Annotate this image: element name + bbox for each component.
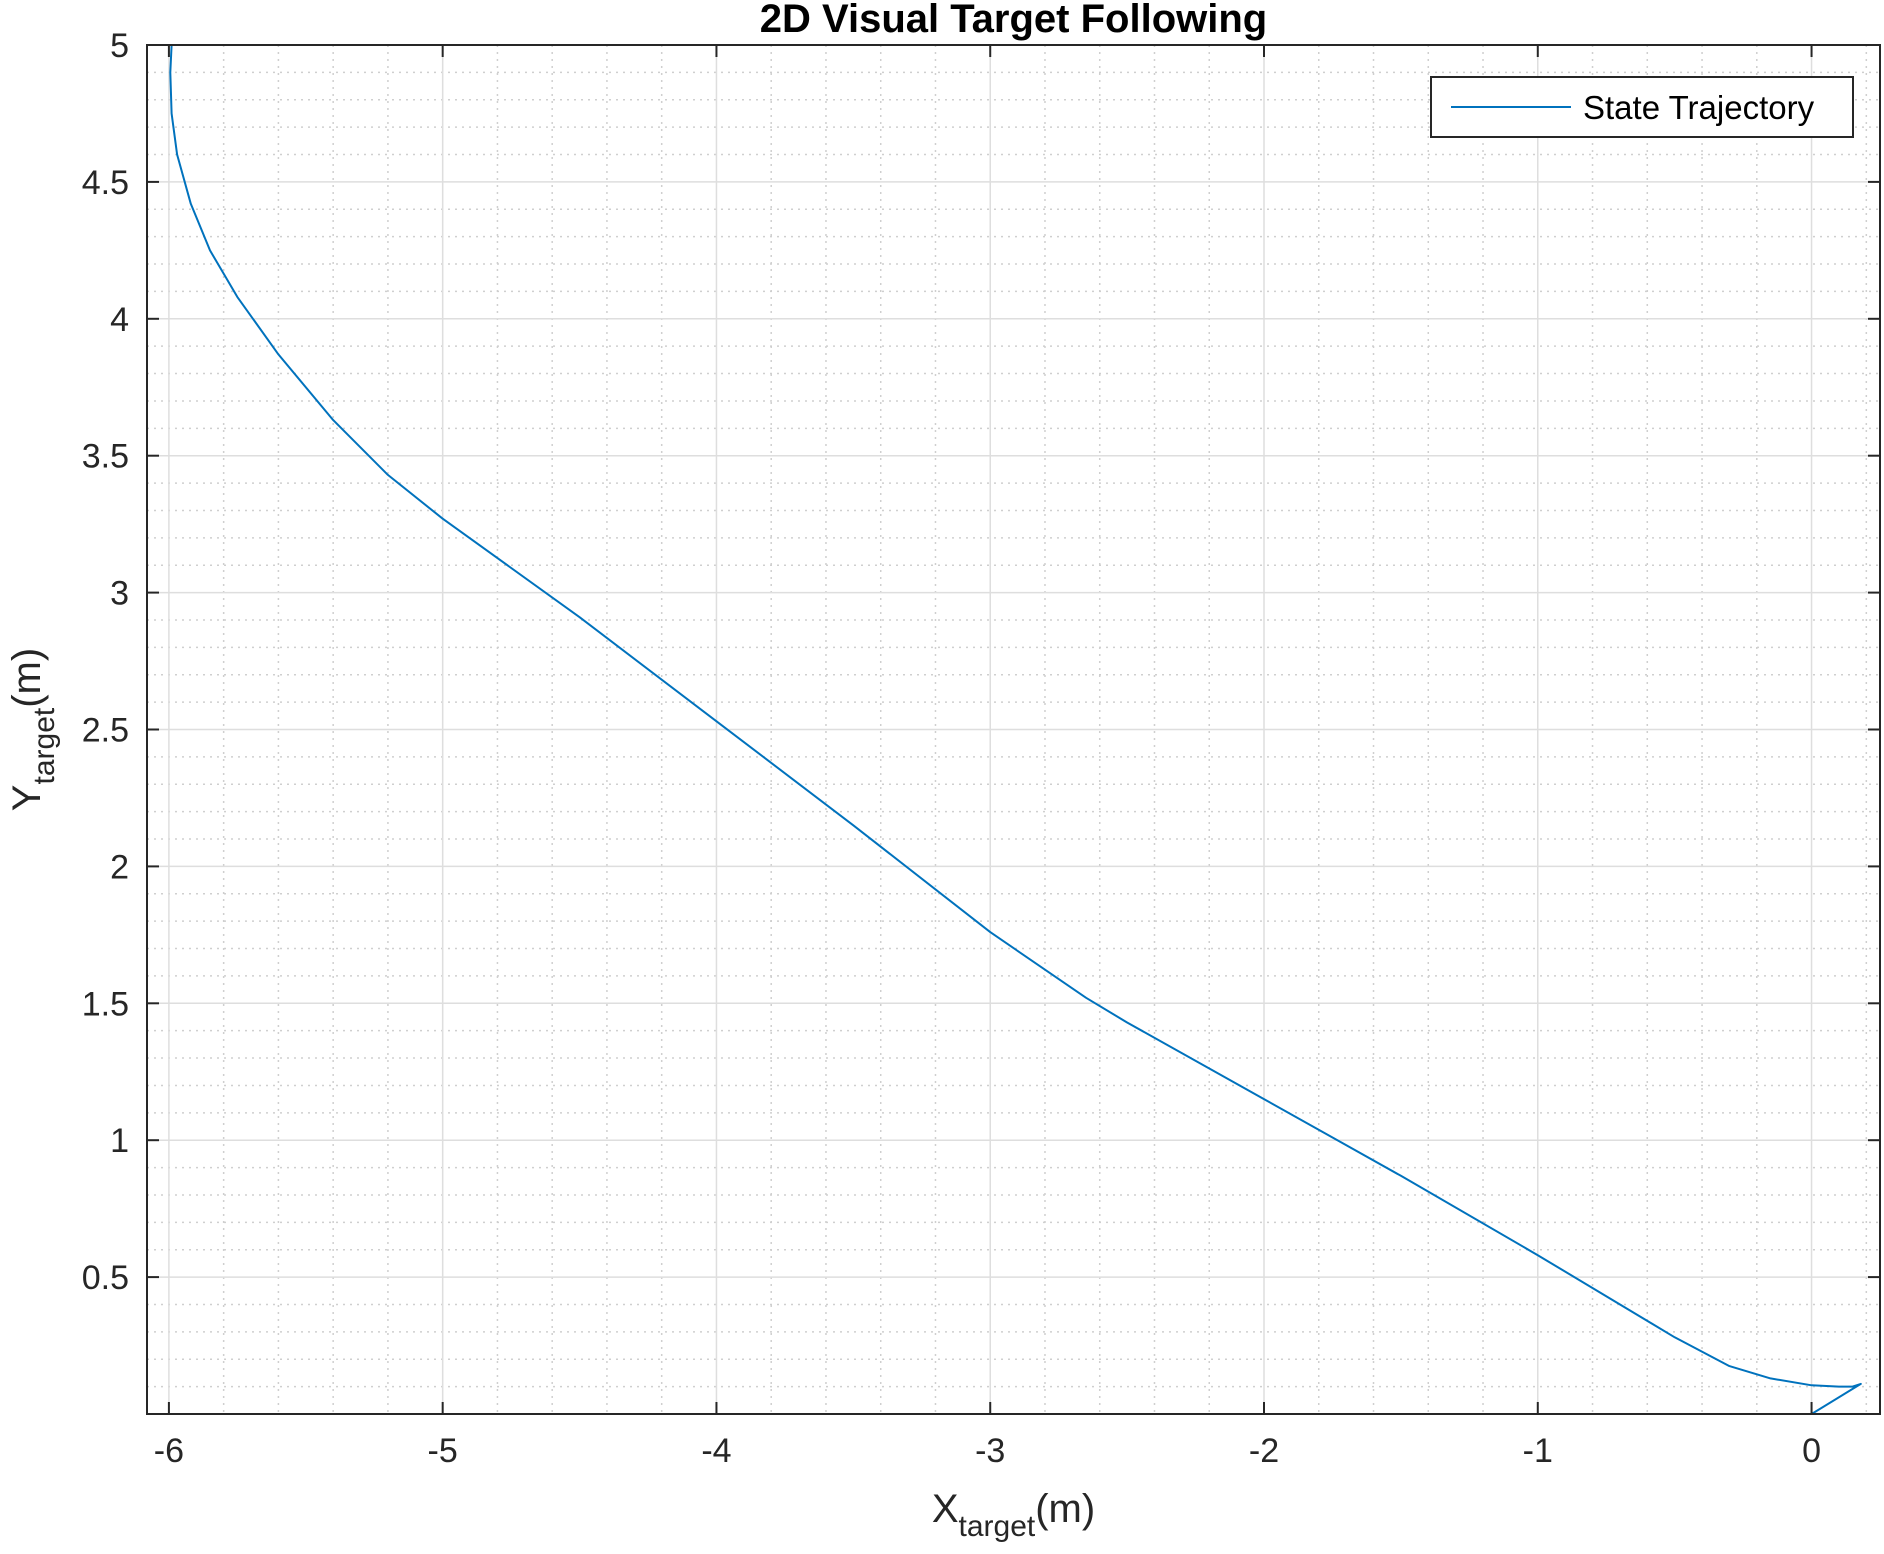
y-tick-label: 4.5 [82, 164, 129, 202]
y-tick-label: 1 [110, 1122, 129, 1160]
x-tick-label: -3 [975, 1432, 1005, 1470]
y-axis-label-unit: (m) [5, 648, 49, 708]
legend-label-state-trajectory: State Trajectory [1583, 89, 1815, 126]
tick-labels: -6 -5 -4 -3 -2 -1 0 0.5 1 1.5 2 2.5 3 3.5 4 4.5 5 [82, 27, 1821, 1470]
y-tick-label: 5 [110, 27, 129, 65]
legend: State Trajectory [1430, 76, 1854, 138]
y-tick-label: 3 [110, 575, 129, 613]
y-axis-label: Ytarget(m) [5, 648, 61, 811]
y-tick-label: 4 [110, 301, 129, 339]
y-axis-label-sub: target [28, 707, 61, 784]
y-tick-label: 1.5 [82, 985, 129, 1023]
plot-lines [169, 44, 1862, 1415]
x-axis-label-unit: (m) [1035, 1487, 1095, 1531]
x-axis-label-main: X [932, 1487, 959, 1531]
x-tick-label: -4 [701, 1432, 731, 1470]
x-tick-label: -6 [154, 1432, 184, 1470]
y-tick-label: 3.5 [82, 438, 129, 476]
y-axis-label-main: Y [5, 785, 49, 812]
y-tick-label: 2.5 [82, 712, 129, 750]
x-tick-label: -2 [1249, 1432, 1279, 1470]
y-tick-label: 0.5 [82, 1259, 129, 1297]
minor-grid [147, 45, 1880, 1414]
chart-title: 2D Visual Target Following [760, 0, 1267, 41]
series-line-0 [169, 44, 1862, 1415]
y-tick-label: 2 [110, 848, 129, 886]
tick-marks [147, 44, 1880, 1414]
x-tick-label: -5 [428, 1432, 458, 1470]
major-grid [147, 44, 1880, 1414]
x-axis-label-sub: target [959, 1510, 1036, 1543]
x-tick-label: -1 [1523, 1432, 1553, 1470]
x-axis-label: Xtarget(m) [932, 1487, 1095, 1543]
x-tick-label: 0 [1802, 1432, 1821, 1470]
